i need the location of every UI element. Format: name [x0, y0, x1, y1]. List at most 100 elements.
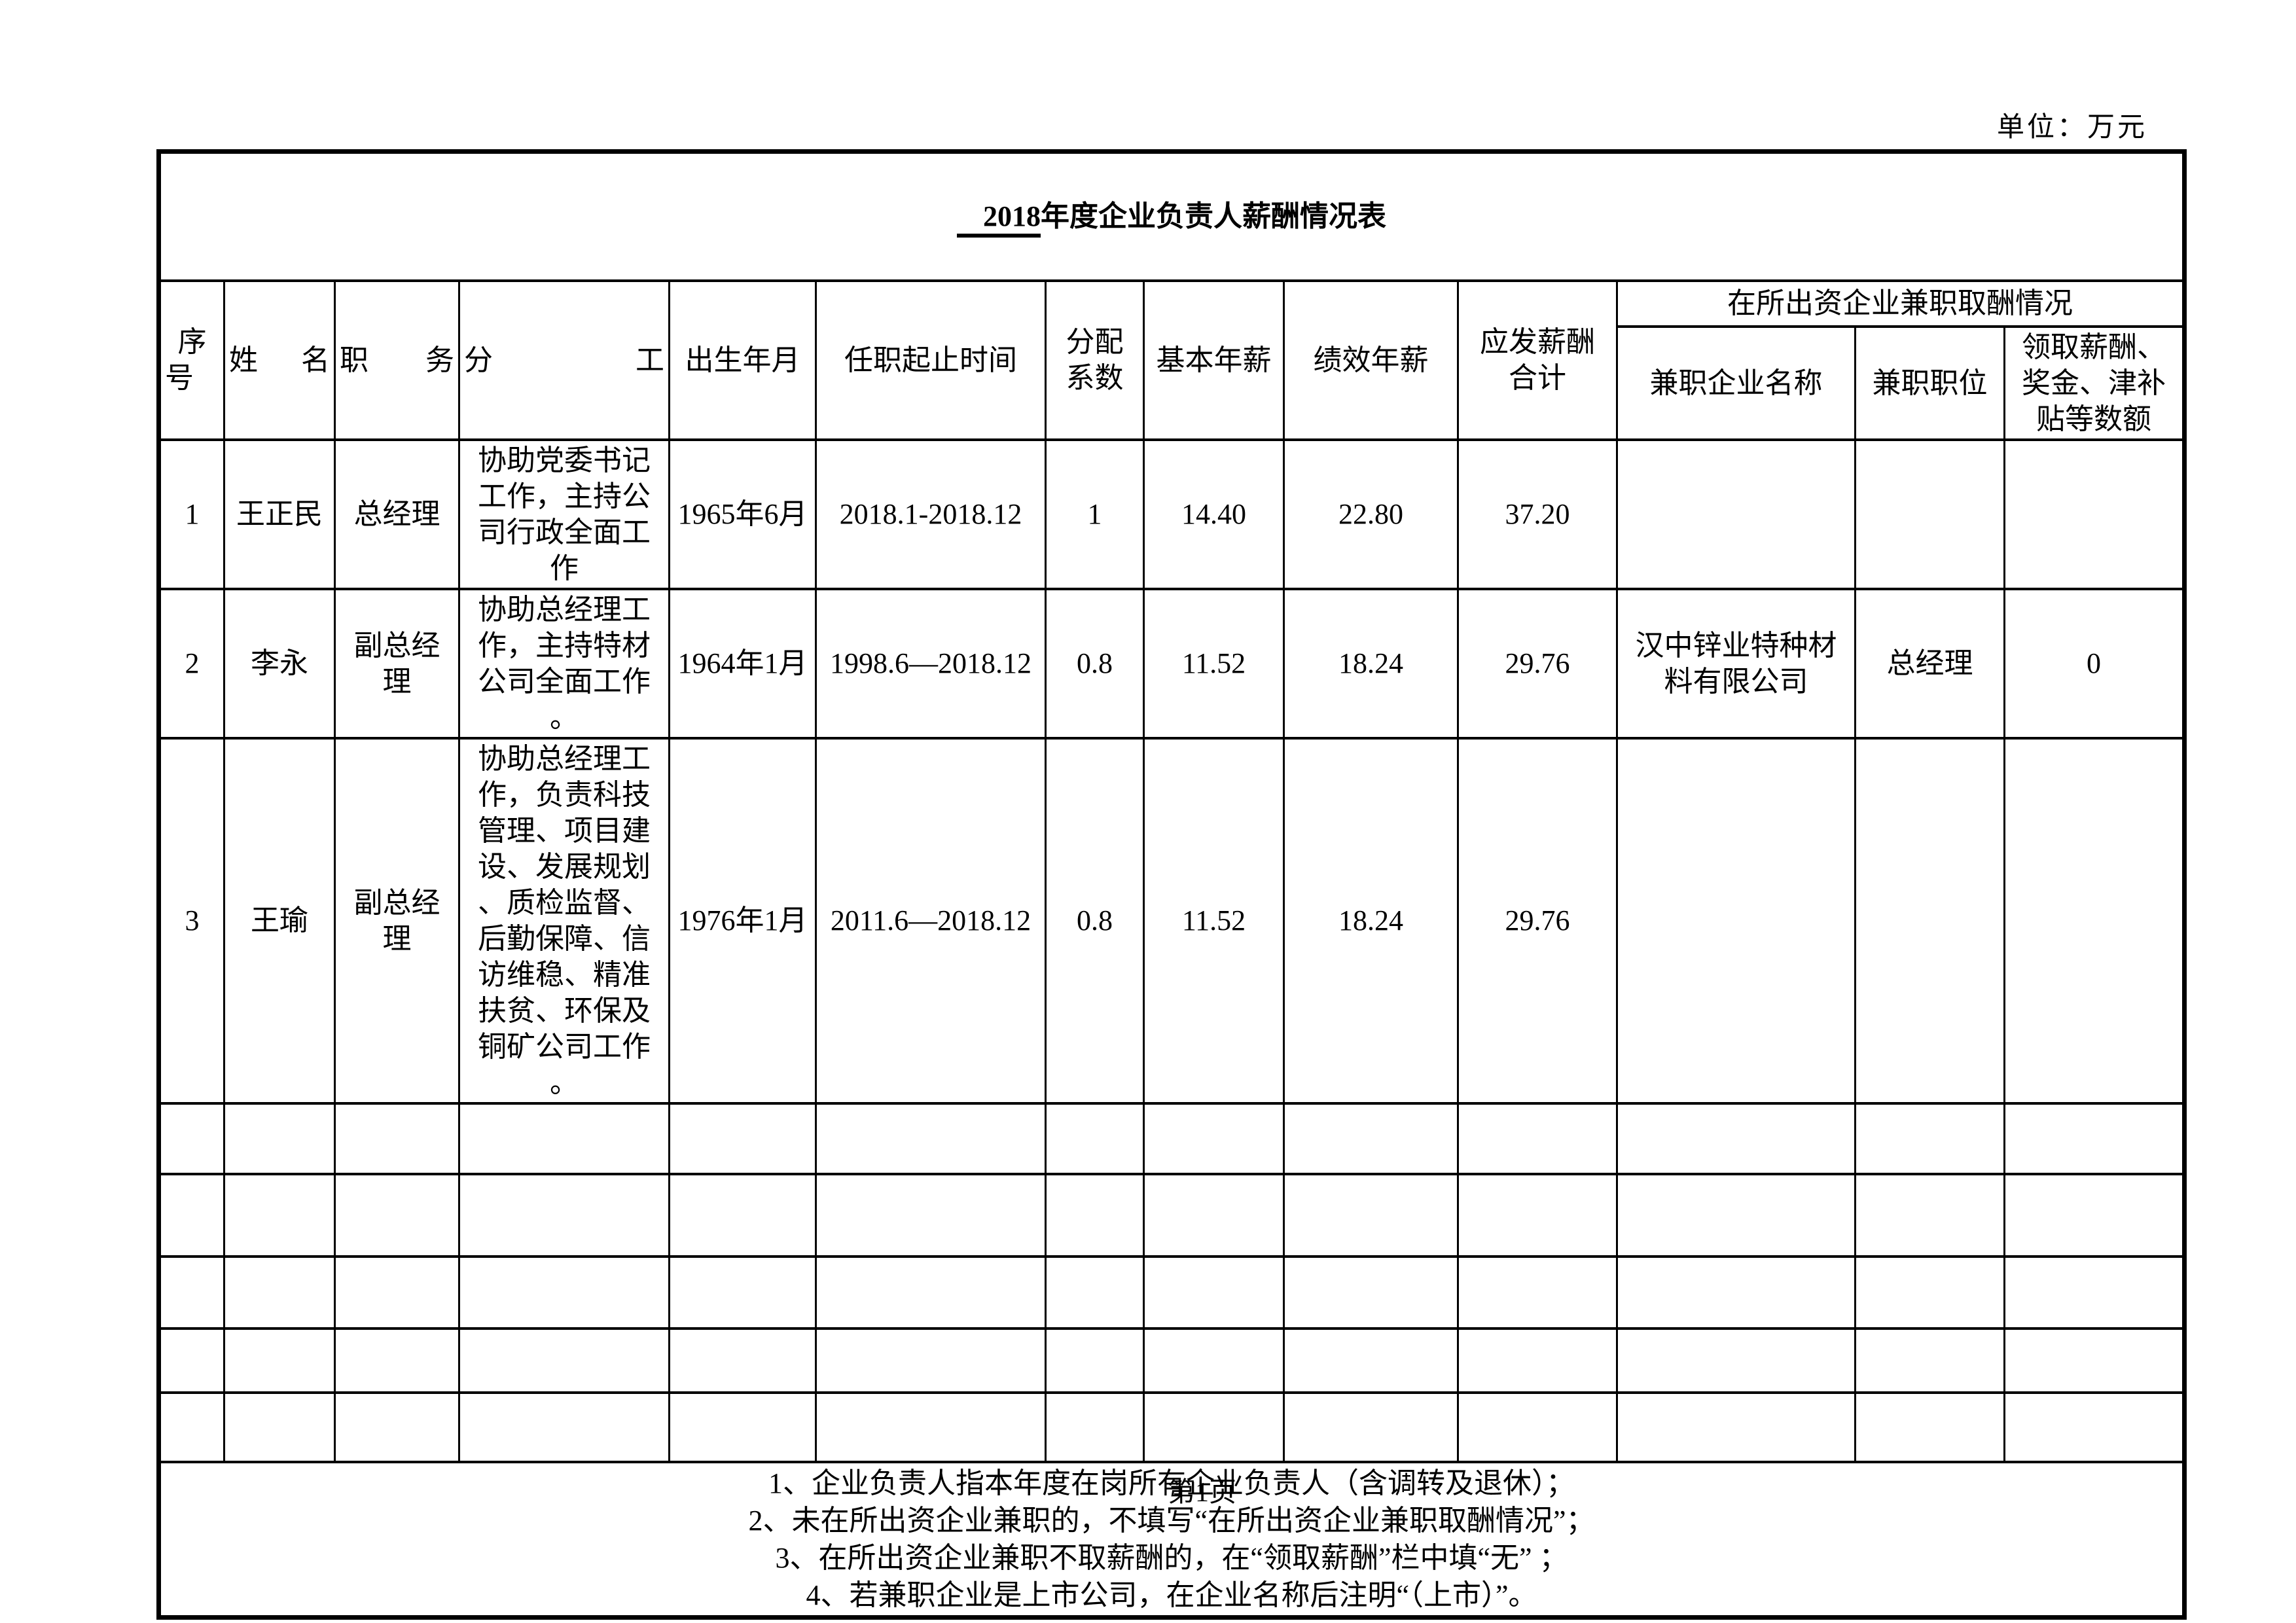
empty-cell: [2003, 1255, 2186, 1330]
cell-coef: 1: [1045, 438, 1145, 590]
empty-cell: [1854, 1101, 2005, 1175]
empty-cell: [1616, 1255, 1856, 1330]
header-total-salary: 应发薪酬 合计: [1457, 279, 1618, 441]
cell-name: 王正民: [223, 438, 336, 590]
empty-cell: [458, 1172, 670, 1258]
empty-cell: [1143, 1172, 1285, 1258]
empty-cell: [223, 1101, 336, 1175]
cell-perf-salary: 22.80: [1283, 438, 1459, 590]
note-line: 2、未在所出资企业兼职的，不填写“在所出资企业兼职取酬情况”；: [748, 1504, 1595, 1537]
cell-seq: 3: [158, 736, 225, 1105]
cell-company: [1616, 438, 1856, 590]
empty-row: [158, 1101, 2186, 1175]
header-base-salary: 基本年薪: [1143, 279, 1285, 441]
cell-total-salary: 29.76: [1457, 736, 1618, 1105]
empty-cell: [1457, 1101, 1618, 1175]
header-company: 兼职企业名称: [1616, 325, 1856, 441]
note-line: 4、若兼职企业是上市公司，在企业名称后注明“（上市）”。: [806, 1578, 1537, 1611]
empty-cell: [458, 1255, 670, 1330]
cell-coef: 0.8: [1045, 736, 1145, 1105]
header-row-sub: 兼职企业名称 兼职职位 领取薪酬、奖金、津补贴等数额: [159, 325, 2186, 441]
empty-cell: [158, 1101, 225, 1175]
empty-cell: [334, 1327, 460, 1394]
cell-tenure: 1998.6—2018.12: [815, 587, 1047, 740]
cell-position: 副总经理: [334, 736, 460, 1105]
cell-name: 王瑜: [223, 736, 336, 1105]
empty-cell: [815, 1255, 1047, 1330]
table-row: 1 王正民 总经理 协助党委书记工作，主持公司行政全面工作 1965年6月 20…: [158, 438, 2186, 590]
empty-cell: [223, 1172, 336, 1258]
header-duty: 分 工: [458, 279, 670, 441]
empty-cell: [223, 1391, 336, 1463]
cell-duty: 协助党委书记工作，主持公司行政全面工作: [458, 438, 670, 590]
empty-cell: [815, 1327, 1047, 1394]
header-group-title: 在所出资企业兼职取酬情况: [1615, 279, 2186, 328]
empty-cell: [815, 1101, 1047, 1175]
empty-cell: [668, 1391, 817, 1463]
empty-cell: [1854, 1255, 2005, 1330]
cell-base-salary: 11.52: [1143, 587, 1285, 740]
empty-cell: [2003, 1101, 2186, 1175]
empty-cell: [1457, 1391, 1618, 1463]
header-post: 兼职职位: [1854, 325, 2005, 441]
empty-cell: [1457, 1255, 1618, 1330]
header-position: 职 务: [334, 279, 460, 441]
cell-perf-salary: 18.24: [1283, 587, 1459, 740]
cell-position: 总经理: [334, 438, 460, 590]
empty-cell: [1854, 1172, 2005, 1258]
cell-birth: 1965年6月: [668, 438, 817, 590]
empty-cell: [1045, 1255, 1145, 1330]
cell-position: 副总经理: [334, 587, 460, 740]
empty-cell: [458, 1327, 670, 1394]
empty-cell: [334, 1255, 460, 1330]
empty-cell: [1283, 1101, 1459, 1175]
empty-cell: [2003, 1391, 2186, 1463]
cell-total-salary: 29.76: [1457, 587, 1618, 740]
empty-cell: [2003, 1172, 2186, 1258]
empty-cell: [668, 1327, 817, 1394]
empty-cell: [668, 1172, 817, 1258]
empty-cell: [1616, 1327, 1856, 1394]
header-amount: 领取薪酬、奖金、津补贴等数额: [2003, 325, 2186, 441]
header-coef: 分配 系数: [1045, 279, 1145, 441]
cell-tenure: 2011.6—2018.12: [815, 736, 1047, 1105]
cell-post: [1854, 438, 2005, 590]
empty-row: [158, 1327, 2186, 1394]
empty-cell: [223, 1255, 336, 1330]
empty-cell: [1854, 1391, 2005, 1463]
empty-cell: [1283, 1391, 1459, 1463]
cell-seq: 1: [158, 438, 225, 590]
cell-duty: 协助总经理工作，主持特材公司全面工作。: [458, 587, 670, 740]
cell-amount: [2003, 736, 2186, 1105]
cell-birth: 1976年1月: [668, 736, 817, 1105]
table-row: 2 李永 副总经理 协助总经理工作，主持特材公司全面工作。 1964年1月 19…: [158, 587, 2186, 740]
cell-seq: 2: [158, 587, 225, 740]
header-seq: 序 号: [158, 279, 225, 441]
page-title: 2018年度企业负责人薪酬情况表: [157, 150, 2186, 282]
empty-cell: [158, 1391, 225, 1463]
cell-name: 李永: [223, 587, 336, 740]
empty-cell: [158, 1255, 225, 1330]
cell-base-salary: 14.40: [1143, 438, 1285, 590]
cell-post: [1854, 736, 2005, 1105]
empty-cell: [1616, 1172, 1856, 1258]
header-birth: 出生年月: [668, 279, 817, 441]
unit-label: 单位：万元: [1996, 113, 2147, 143]
header-name: 姓 名: [223, 279, 336, 441]
empty-cell: [334, 1101, 460, 1175]
cell-company: 汉中锌业特种材料有限公司: [1616, 587, 1856, 740]
empty-cell: [1045, 1391, 1145, 1463]
cell-company: [1616, 736, 1856, 1105]
empty-cell: [1457, 1172, 1618, 1258]
cell-amount: 0: [2003, 587, 2186, 740]
cell-tenure: 2018.1-2018.12: [815, 438, 1047, 590]
empty-cell: [1045, 1101, 1145, 1175]
empty-cell: [1616, 1391, 1856, 1463]
title-text: 年度企业负责人薪酬情况表: [1041, 200, 1386, 233]
salary-table: 2018年度企业负责人薪酬情况表 序 号 姓 名 职 务 分 工 出生年月 任职…: [156, 149, 2187, 1620]
header-perf-salary: 绩效年薪: [1283, 279, 1459, 441]
empty-cell: [668, 1101, 817, 1175]
notes-row: 1、企业负责人指本年度在岗所有企业负责人（含调转及退休）； 2、未在所出资企业兼…: [157, 1460, 2186, 1618]
cell-duty: 协助总经理工作，负责科技管理、项目建设、发展规划、质检监督、后勤保障、信访维稳、…: [458, 736, 670, 1105]
empty-cell: [2003, 1327, 2186, 1394]
